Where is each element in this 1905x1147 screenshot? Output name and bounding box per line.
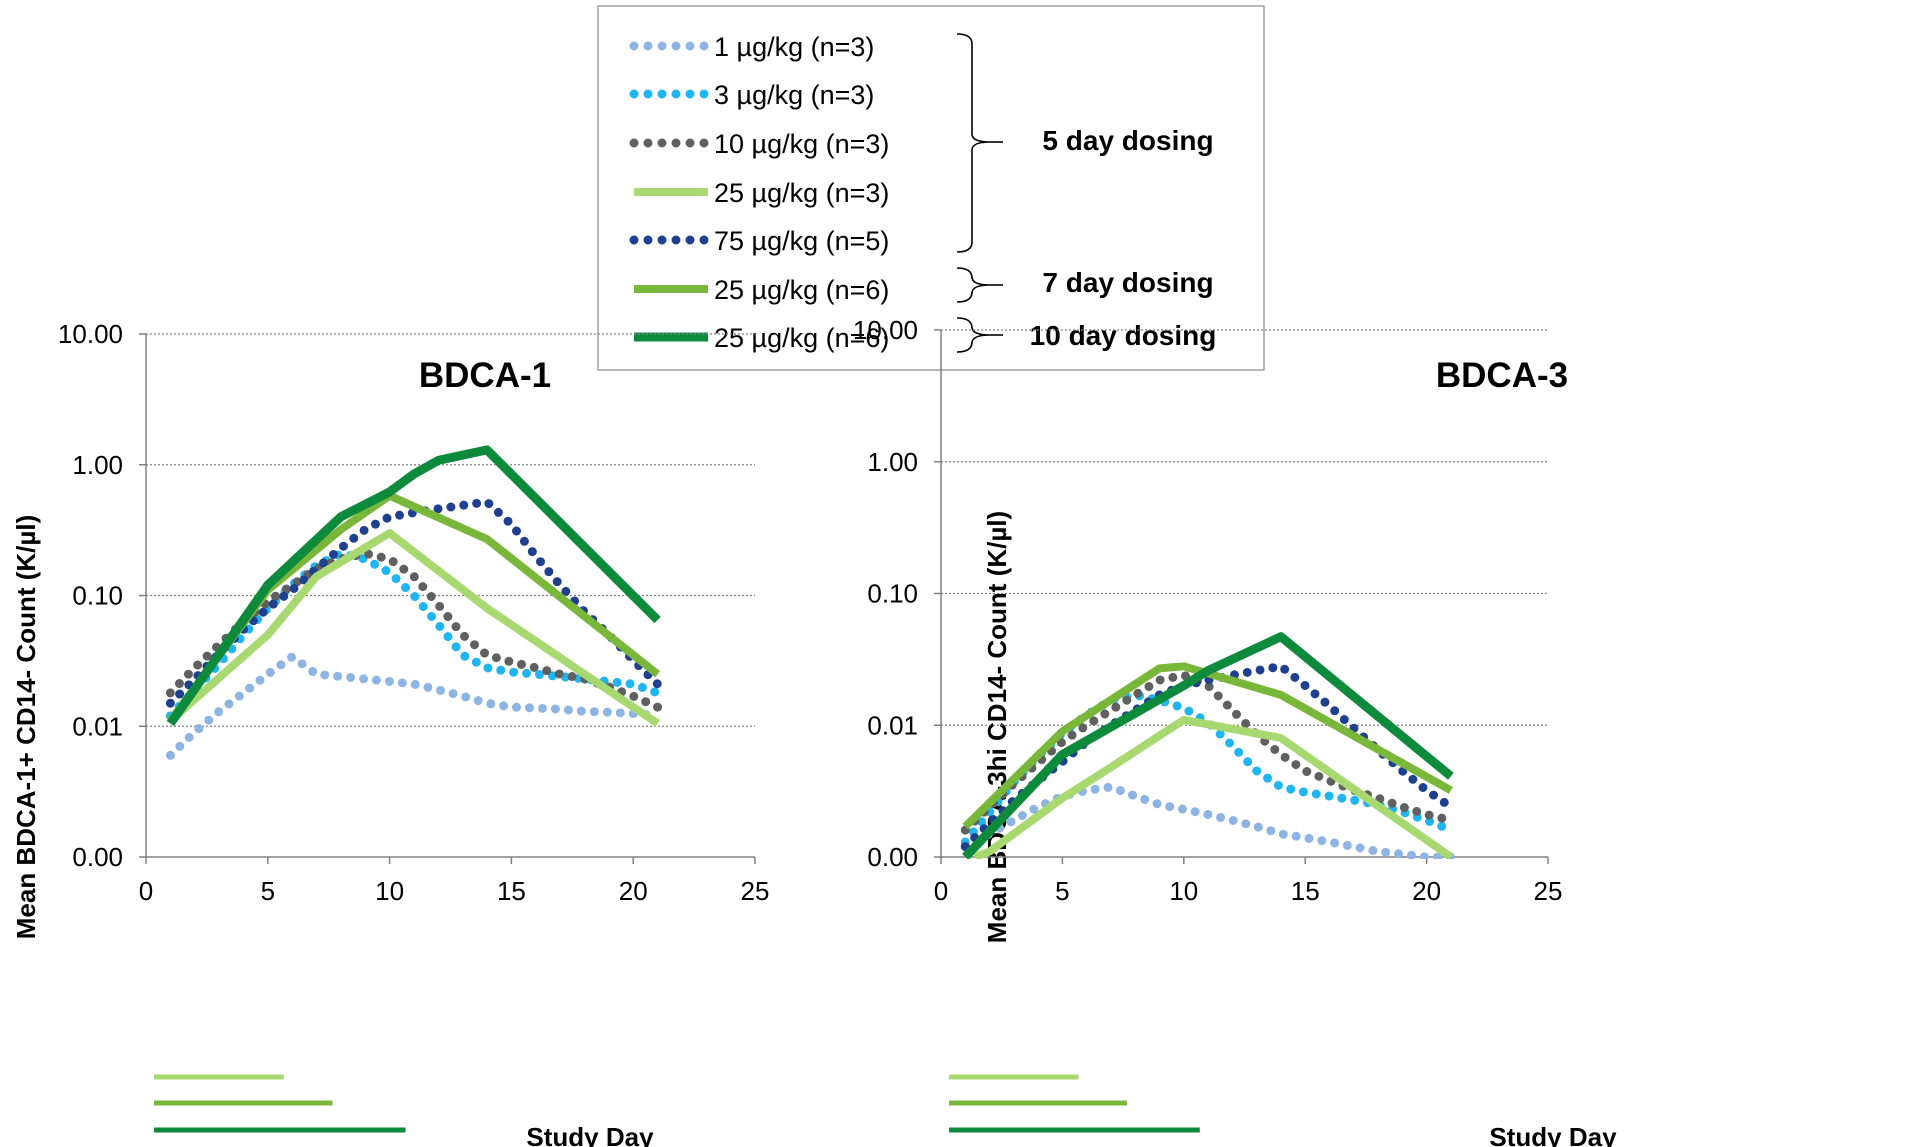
x-tick-label: 5 bbox=[1055, 876, 1069, 906]
legend-label: 10 µg/kg (n=3) bbox=[714, 129, 889, 159]
y-tick-label: 1.00 bbox=[72, 450, 123, 480]
series-line-s25-10d bbox=[166, 445, 661, 727]
legend-group-label: 7 day dosing bbox=[1042, 267, 1213, 298]
legend-label: 25 µg/kg (n=6) bbox=[714, 275, 889, 305]
x-tick-label: 10 bbox=[1169, 876, 1198, 906]
x-tick-label: 15 bbox=[497, 876, 526, 906]
chart-title-bdca1: BDCA-1 bbox=[419, 356, 551, 395]
series-line-s25-10d bbox=[962, 632, 1454, 859]
x-tick-label: 20 bbox=[619, 876, 648, 906]
x-tick-label: 0 bbox=[139, 876, 153, 906]
legend-label: 25 µg/kg (n=6) bbox=[714, 323, 889, 353]
series-line-s3 bbox=[165, 548, 663, 721]
series-line-s25-5d bbox=[167, 529, 660, 727]
x-axis-label-bdca3: Study Day bbox=[1489, 1122, 1617, 1147]
series-line-s1 bbox=[165, 652, 663, 760]
x-tick-label: 20 bbox=[1412, 876, 1441, 906]
x-tick-label: 15 bbox=[1291, 876, 1320, 906]
legend-label: 25 µg/kg (n=3) bbox=[714, 178, 889, 208]
y-tick-label: 0.01 bbox=[72, 711, 123, 741]
y-tick-label: 0.00 bbox=[72, 842, 123, 872]
legend-group-label: 5 day dosing bbox=[1042, 125, 1213, 156]
x-tick-label: 5 bbox=[261, 876, 275, 906]
y-tick-label: 0.10 bbox=[867, 579, 918, 609]
series-line-s75 bbox=[165, 497, 663, 708]
x-axis-label-bdca1: Study Day bbox=[526, 1122, 654, 1147]
y-tick-label: 1.00 bbox=[867, 447, 918, 477]
y-tick-label: 0.10 bbox=[72, 581, 123, 611]
y-axis-label-bdca1: Mean BDCA-1+ CD14- Count (K/µl) bbox=[11, 515, 41, 940]
series-group bbox=[165, 445, 663, 760]
chart-bdca1: 0.00 0.01 0.10 1.00 10.00 0 5 10 15 20 25 bbox=[58, 319, 770, 1133]
chart-bdca3: 0.00 0.01 0.10 1.00 10.00 0 5 10 15 20 25 bbox=[853, 315, 1563, 1133]
y-tick-label: 10.00 bbox=[853, 315, 918, 345]
legend-group-label: 10 day dosing bbox=[1030, 320, 1217, 351]
x-tick-label: 10 bbox=[375, 876, 404, 906]
y-axis-label-bdca3: Mean BDCA-3hi CD14- Count (K/µl) bbox=[982, 511, 1012, 943]
chart-title-bdca3: BDCA-3 bbox=[1436, 356, 1568, 395]
series-group bbox=[960, 632, 1456, 859]
legend-label: 75 µg/kg (n=5) bbox=[714, 226, 889, 256]
y-tick-label: 0.00 bbox=[867, 842, 918, 872]
y-tick-label: 0.01 bbox=[867, 710, 918, 740]
legend: 1 µg/kg (n=3) 3 µg/kg (n=3) 10 µg/kg (n=3)… bbox=[597, 5, 1265, 371]
x-tick-label: 25 bbox=[1534, 876, 1563, 906]
x-tick-label: 0 bbox=[934, 876, 948, 906]
y-tick-label: 10.00 bbox=[58, 319, 123, 349]
legend-box bbox=[597, 5, 1265, 371]
x-tick-label: 25 bbox=[741, 876, 770, 906]
series-line-s25-7d bbox=[962, 662, 1453, 830]
series-line-s1 bbox=[960, 782, 1456, 859]
legend-label: 1 µg/kg (n=3) bbox=[714, 32, 874, 62]
legend-label: 3 µg/kg (n=3) bbox=[714, 80, 874, 110]
series-line-s25-5d bbox=[973, 715, 1454, 859]
